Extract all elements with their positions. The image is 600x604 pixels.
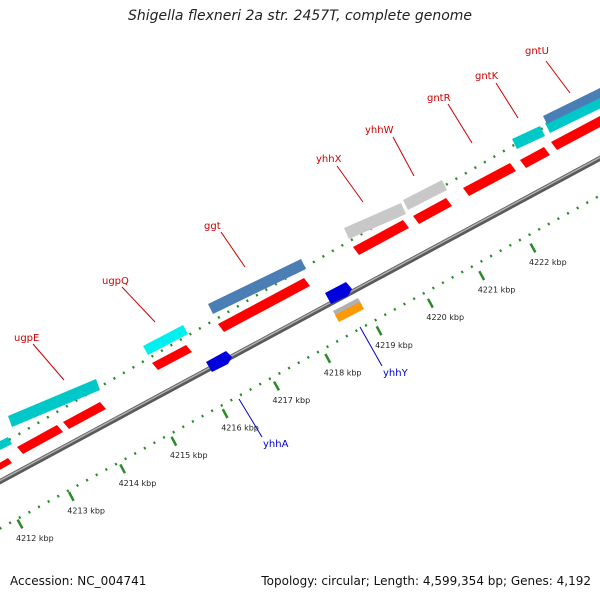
page-title: Shigella flexneri 2a str. 2457T, complet… — [127, 8, 473, 24]
scale-tick — [426, 298, 434, 309]
gene-arrow[interactable] — [353, 220, 409, 255]
gene-label[interactable]: ugpE — [14, 333, 39, 344]
gene-arrow[interactable] — [0, 458, 12, 471]
scale-tick — [324, 353, 332, 364]
scale-tick-label: 4221 kbp — [478, 286, 516, 295]
label-leaders — [32, 60, 571, 438]
scale-tick — [478, 270, 486, 281]
cds-box[interactable] — [403, 180, 447, 210]
gene-label[interactable]: gntR — [427, 93, 451, 104]
gene-label[interactable]: gntU — [525, 46, 549, 57]
gene-arrow[interactable] — [152, 345, 192, 370]
gene-arrow[interactable] — [218, 278, 310, 332]
gene-label[interactable]: yhhX — [316, 154, 342, 165]
scale-tick-label: 4218 kbp — [324, 368, 362, 377]
scale-tick — [375, 325, 383, 336]
gene-arrow[interactable] — [463, 163, 516, 196]
scale-tick-label: 4222 kbp — [529, 258, 567, 267]
cds-box[interactable] — [543, 88, 600, 124]
accession-text: Accession: NC_004741 — [10, 574, 147, 588]
scale-tick — [529, 243, 537, 253]
scale-tick — [119, 463, 127, 474]
gene-arrow[interactable] — [63, 402, 106, 429]
forward-gene-track — [0, 116, 600, 471]
scale-tick-label: 4213 kbp — [67, 506, 105, 515]
gene-arrow[interactable] — [413, 198, 452, 224]
scale-tick — [273, 381, 280, 391]
scale-tick-label: 4215 kbp — [170, 451, 208, 460]
forward-cds-track — [0, 88, 600, 451]
scale-tick — [16, 519, 24, 529]
reverse-gene-labels: yhhA yhhY — [263, 368, 409, 450]
gene-label[interactable]: ggt — [204, 221, 221, 232]
reverse-gene-track — [206, 282, 364, 372]
scale-tick — [170, 436, 178, 447]
cds-box[interactable] — [208, 259, 306, 314]
reverse-gene-arrow[interactable] — [206, 351, 232, 372]
cds-box[interactable] — [8, 379, 100, 427]
scale-tick — [67, 491, 75, 502]
cds-box[interactable] — [512, 126, 545, 149]
gene-label[interactable]: yhhW — [365, 125, 394, 136]
cds-box[interactable] — [143, 325, 188, 355]
gene-label[interactable]: yhhY — [383, 368, 409, 379]
scale-tick-label: 4219 kbp — [375, 341, 413, 350]
scale-track — [0, 194, 600, 530]
genome-backbone — [0, 155, 600, 485]
scale-tick-label: 4217 kbp — [273, 396, 311, 405]
gene-arrow[interactable] — [17, 425, 63, 454]
cds-box[interactable] — [545, 96, 600, 133]
gene-arrow[interactable] — [551, 116, 600, 150]
gene-label[interactable]: gntK — [475, 71, 499, 82]
cds-box[interactable] — [344, 203, 406, 239]
gene-arrow[interactable] — [520, 147, 550, 168]
reverse-gene-arrow[interactable] — [325, 282, 352, 304]
scale-tick — [221, 408, 229, 419]
genome-summary-text: Topology: circular; Length: 4,599,354 bp… — [261, 574, 591, 588]
scale-ticks: 4212 kbp 4213 kbp 4214 kbp 4215 kbp 4216 kbp… — [16, 243, 567, 543]
gene-label[interactable]: ugpQ — [102, 276, 129, 287]
reverse-cds[interactable] — [335, 302, 364, 322]
gene-label[interactable]: yhhA — [263, 439, 289, 450]
scale-tick-label: 4216 kbp — [221, 424, 259, 433]
scale-tick-label: 4212 kbp — [16, 534, 54, 543]
scale-tick-label: 4220 kbp — [426, 313, 464, 322]
forward-gene-labels: ugpE ugpQ ggt yhhX yhhW gntR gntK gntU — [14, 46, 549, 344]
cds-box[interactable] — [0, 437, 12, 451]
scale-tick-label: 4214 kbp — [119, 479, 157, 488]
